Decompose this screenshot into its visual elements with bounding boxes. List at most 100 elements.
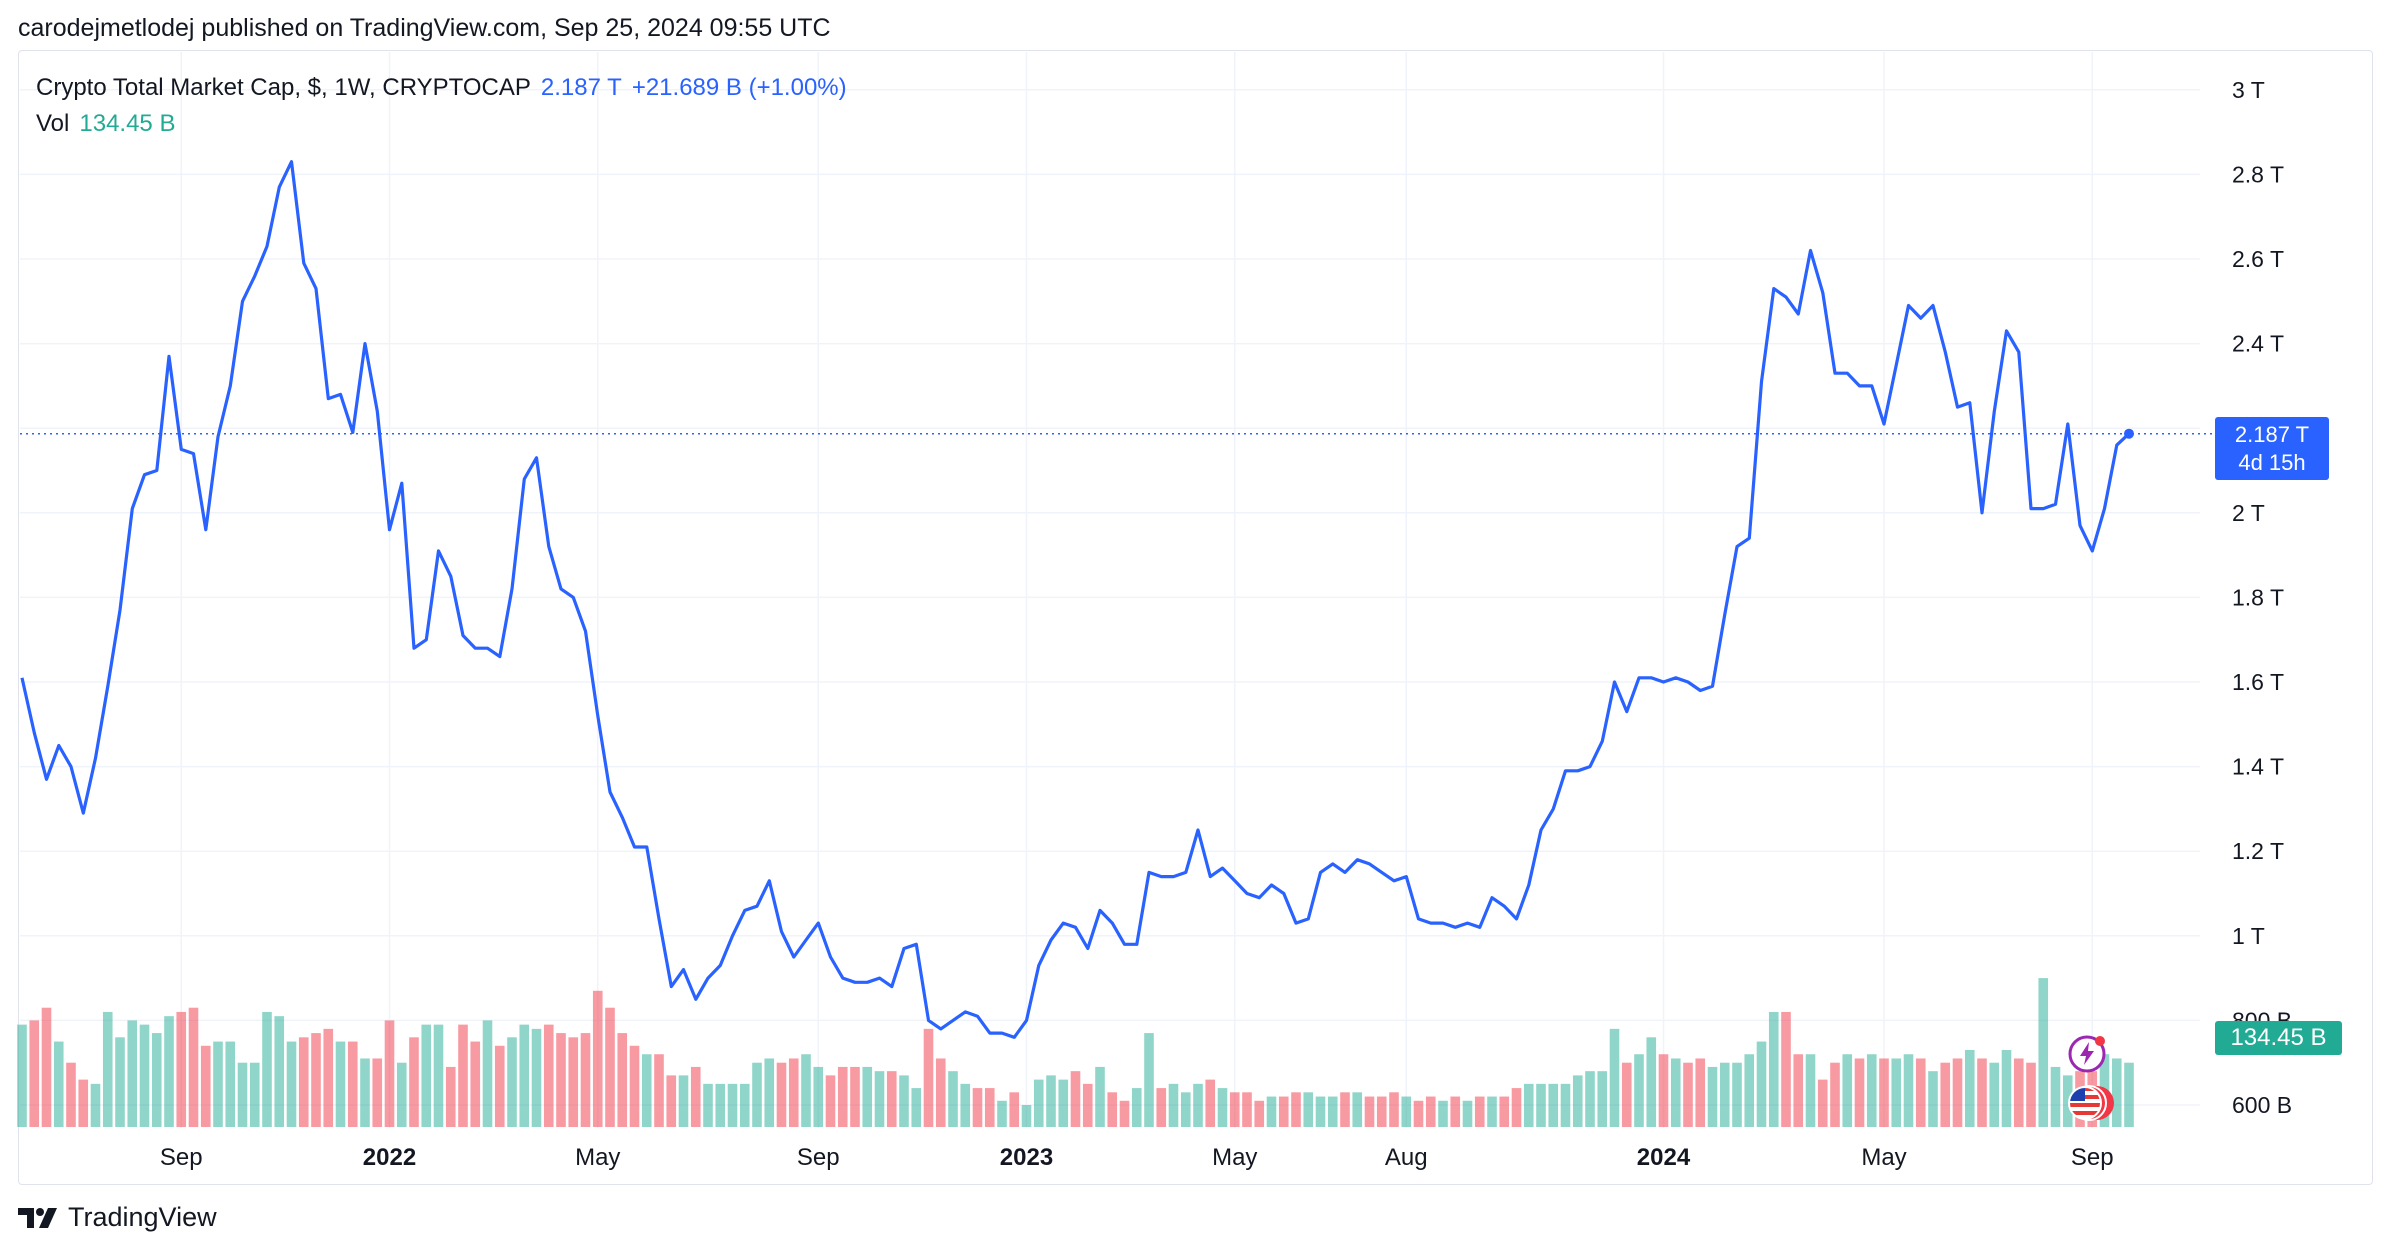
x-tick-label: Sep bbox=[797, 1144, 840, 1171]
volume-bar bbox=[323, 1028, 334, 1127]
volume-bar bbox=[690, 1066, 701, 1127]
volume-bar bbox=[788, 1058, 799, 1127]
volume-bar bbox=[1487, 1096, 1497, 1127]
volume-bar bbox=[1768, 1011, 1779, 1127]
last-price-dot bbox=[2124, 428, 2134, 439]
volume-bar bbox=[176, 1011, 187, 1127]
volume-bar bbox=[1670, 1058, 1681, 1127]
volume-bar bbox=[1732, 1062, 1742, 1127]
volume-bar bbox=[249, 1062, 260, 1127]
price-tag-countdown: 4d 15h bbox=[2238, 450, 2306, 475]
volume-bar bbox=[1021, 1105, 1032, 1127]
volume-bar bbox=[188, 1007, 199, 1127]
legend: Crypto Total Market Cap, $, 1W, CRYPTOCA… bbox=[36, 70, 847, 142]
volume-bar bbox=[1719, 1062, 1730, 1127]
x-tick-label: Sep bbox=[160, 1144, 203, 1171]
volume-bar bbox=[1621, 1062, 1632, 1127]
volume-bar bbox=[825, 1075, 836, 1127]
volume-bar bbox=[396, 1062, 407, 1127]
volume-bar bbox=[1315, 1096, 1326, 1127]
volume-bar bbox=[445, 1066, 456, 1127]
volume-bar bbox=[556, 1033, 566, 1127]
volume-bar bbox=[1989, 1062, 2000, 1127]
us-flag-event-icon[interactable] bbox=[2067, 1083, 2115, 1123]
volume-bar bbox=[1156, 1088, 1167, 1127]
volume-bar bbox=[1793, 1054, 1804, 1127]
volume-bar bbox=[911, 1088, 922, 1127]
volume-bar bbox=[2038, 978, 2049, 1127]
volume-bar bbox=[1744, 1054, 1755, 1127]
volume-bar bbox=[1364, 1096, 1375, 1127]
volume-bar bbox=[2111, 1058, 2122, 1127]
volume-bar bbox=[960, 1083, 971, 1127]
price-line-group bbox=[20, 160, 2215, 1039]
volume-bar bbox=[1144, 1033, 1154, 1127]
volume-bar bbox=[1609, 1028, 1620, 1127]
volume-bar bbox=[1070, 1071, 1081, 1127]
volume-bar bbox=[1781, 1011, 1791, 1127]
volume-bar bbox=[1964, 1050, 1975, 1127]
y-tick-label: 600 B bbox=[2232, 1092, 2292, 1118]
volume-bar bbox=[1229, 1092, 1240, 1127]
volume-bar bbox=[837, 1066, 848, 1127]
volume-bar bbox=[372, 1058, 383, 1127]
volume-bar bbox=[1511, 1088, 1522, 1127]
volume-bar bbox=[115, 1037, 125, 1127]
y-tick-label: 1.8 T bbox=[2232, 584, 2284, 610]
volume-bar bbox=[200, 1045, 211, 1127]
volume-bar bbox=[1119, 1100, 1130, 1127]
volume-bar bbox=[1438, 1100, 1448, 1127]
x-tick-label: Sep bbox=[2071, 1144, 2114, 1171]
volume-bar bbox=[1915, 1058, 1926, 1127]
volume-bar bbox=[984, 1088, 995, 1127]
volume-bar bbox=[1928, 1071, 1938, 1127]
volume-bar bbox=[102, 1011, 113, 1127]
volume-bar bbox=[1634, 1054, 1644, 1127]
volume-bar bbox=[1523, 1083, 1534, 1127]
volume-bar bbox=[1499, 1096, 1510, 1127]
y-tick-label: 2.8 T bbox=[2232, 161, 2284, 187]
volume-bar bbox=[605, 1007, 615, 1127]
volume-bar bbox=[752, 1062, 762, 1127]
volume-bar bbox=[1683, 1062, 1693, 1127]
current-price-tag: 2.187 T 4d 15h bbox=[2215, 417, 2329, 480]
volume-bar bbox=[1266, 1096, 1277, 1127]
volume-bar bbox=[1033, 1079, 1044, 1127]
volume-bar bbox=[703, 1083, 713, 1127]
volume-bar bbox=[629, 1045, 640, 1127]
volume-bar bbox=[1548, 1083, 1559, 1127]
volume-bar bbox=[90, 1083, 101, 1127]
volume-bar bbox=[1462, 1100, 1473, 1127]
volume-bar bbox=[1242, 1092, 1252, 1127]
volume-bar bbox=[1254, 1100, 1265, 1127]
volume-bar bbox=[225, 1041, 236, 1127]
volume-bar bbox=[66, 1062, 76, 1127]
volume-bar bbox=[1940, 1062, 1951, 1127]
publication-header: carodejmetlodej published on TradingView… bbox=[18, 14, 831, 42]
volume-bar bbox=[1830, 1062, 1840, 1127]
price-line bbox=[20, 160, 2131, 1039]
y-tick-label: 1.4 T bbox=[2232, 754, 2284, 780]
volume-bar bbox=[53, 1041, 64, 1127]
volume-tag: 134.45 B bbox=[2215, 1021, 2342, 1055]
volume-bar bbox=[151, 1033, 162, 1127]
volume-bar bbox=[1193, 1083, 1203, 1127]
volume-bar bbox=[360, 1058, 370, 1127]
volume-bar bbox=[1291, 1092, 1301, 1127]
volume-bar bbox=[164, 1016, 174, 1127]
volume-bar bbox=[1817, 1079, 1828, 1127]
volume-bar bbox=[1413, 1100, 1424, 1127]
volume-bar bbox=[78, 1079, 89, 1127]
volume-bar bbox=[617, 1033, 628, 1127]
volume-bar bbox=[1058, 1079, 1069, 1127]
tradingview-brand[interactable]: TradingView bbox=[18, 1202, 217, 1233]
lightning-bolt-icon[interactable] bbox=[2067, 1033, 2107, 1073]
volume-bar bbox=[1205, 1079, 1216, 1127]
volume-bar bbox=[494, 1045, 505, 1127]
y-tick-label: 1 T bbox=[2232, 923, 2265, 949]
volume-bar bbox=[29, 1020, 40, 1127]
volume-bar bbox=[813, 1066, 824, 1127]
volume-bar bbox=[1046, 1075, 1056, 1127]
volume-bar bbox=[384, 1020, 395, 1127]
